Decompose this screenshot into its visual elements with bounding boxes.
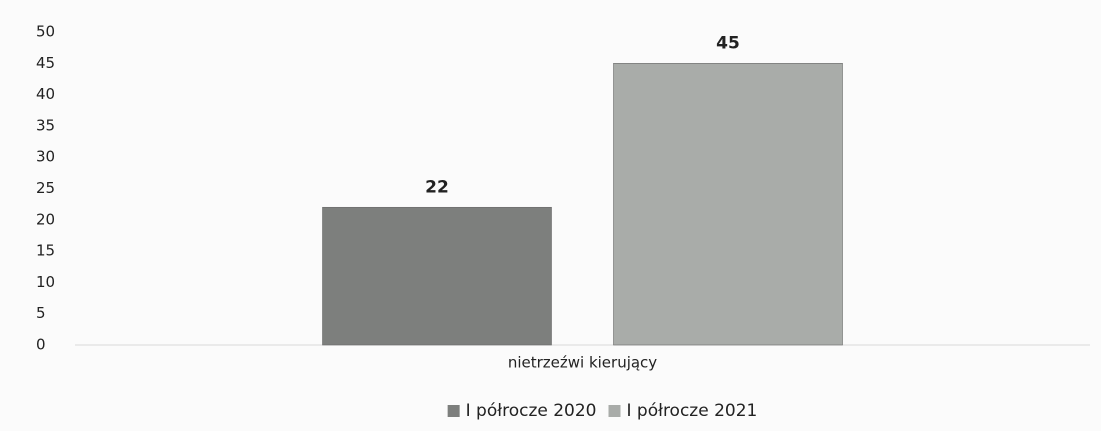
data-label: 45 [716, 33, 740, 53]
bar [322, 206, 552, 346]
y-tick-label: 45 [36, 54, 55, 72]
y-tick-label: 30 [36, 148, 55, 166]
y-tick-label: 5 [36, 304, 46, 322]
y-tick-label: 0 [36, 336, 46, 354]
data-label: 22 [425, 177, 449, 197]
legend-label: I półrocze 2020 [466, 401, 597, 421]
legend-swatch [447, 405, 460, 417]
y-tick-label: 35 [36, 116, 55, 134]
x-tick-label: nietrzeźwi kierujący [508, 354, 657, 372]
y-tick-label: 10 [36, 273, 55, 291]
y-tick-label: 20 [36, 210, 55, 228]
bar [613, 62, 843, 346]
y-tick-label: 40 [36, 85, 55, 103]
y-tick-label: 50 [36, 23, 55, 41]
y-tick-label: 25 [36, 179, 55, 197]
legend-label: I półrocze 2021 [627, 401, 758, 421]
y-tick-label: 15 [36, 242, 55, 260]
legend-swatch [608, 405, 621, 417]
